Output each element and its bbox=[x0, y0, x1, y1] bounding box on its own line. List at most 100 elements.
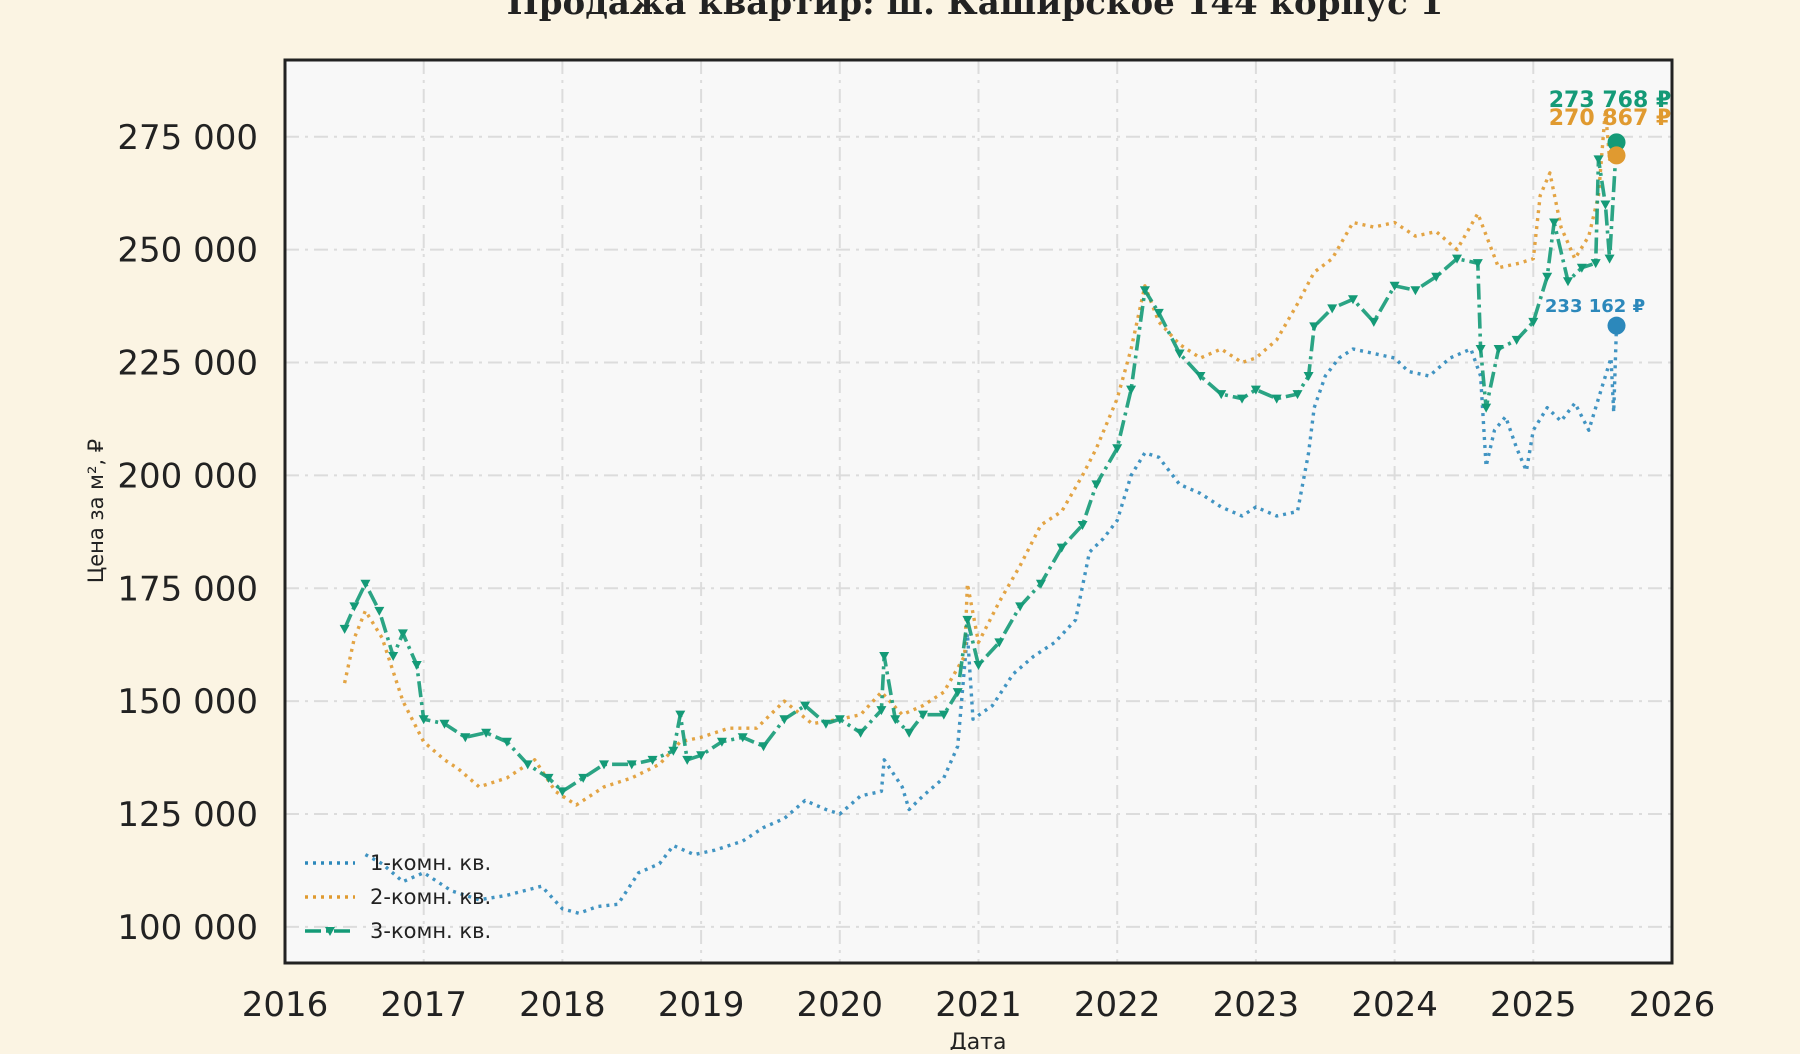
x-tick-label: 2019 bbox=[658, 985, 745, 1025]
series-marker bbox=[1015, 602, 1026, 612]
series-end-point bbox=[1607, 316, 1626, 335]
series-marker bbox=[800, 701, 811, 711]
series-marker bbox=[876, 706, 887, 716]
series-marker bbox=[1174, 349, 1185, 359]
series-marker bbox=[1195, 372, 1206, 382]
legend-label: 3-комн. кв. bbox=[370, 919, 491, 943]
y-tick-label: 200 000 bbox=[117, 456, 258, 496]
series-marker bbox=[1389, 281, 1400, 291]
x-tick-label: 2023 bbox=[1213, 985, 1300, 1025]
series-marker bbox=[1410, 286, 1421, 296]
series-marker bbox=[411, 661, 422, 671]
chart-title: Продажа квартир: ш. Каширское 144 корпус… bbox=[507, 0, 1444, 23]
series-marker bbox=[682, 755, 693, 765]
y-axis-label: Цена за м², ₽ bbox=[84, 439, 108, 583]
end-value-label: 273 768 ₽ bbox=[1549, 88, 1671, 113]
x-tick-label: 2018 bbox=[519, 985, 606, 1025]
series-marker bbox=[388, 651, 399, 661]
series-marker bbox=[578, 773, 589, 783]
series-marker bbox=[973, 661, 984, 671]
series-marker bbox=[1542, 272, 1553, 282]
series-marker bbox=[543, 773, 554, 783]
series-marker bbox=[374, 606, 385, 616]
series-marker bbox=[349, 602, 360, 612]
series-marker bbox=[1153, 308, 1164, 318]
series-marker bbox=[501, 737, 512, 747]
series-marker bbox=[696, 751, 707, 761]
series-marker bbox=[1593, 155, 1604, 165]
series-marker bbox=[1091, 480, 1102, 490]
series-marker bbox=[737, 733, 748, 743]
series-marker bbox=[1327, 304, 1338, 314]
y-tick-label: 225 000 bbox=[117, 344, 258, 384]
series-marker bbox=[1139, 286, 1150, 296]
series-marker bbox=[1511, 335, 1522, 345]
y-tick-label: 150 000 bbox=[117, 682, 258, 722]
series-marker bbox=[339, 624, 350, 634]
y-tick-label: 125 000 bbox=[117, 795, 258, 835]
series-marker bbox=[1347, 295, 1358, 305]
series-marker bbox=[1431, 272, 1442, 282]
y-tick-label: 100 000 bbox=[117, 908, 258, 948]
series-marker bbox=[647, 755, 658, 765]
series-marker bbox=[418, 715, 429, 725]
y-tick-label: 175 000 bbox=[117, 569, 258, 609]
series-marker bbox=[1216, 390, 1227, 400]
series-marker bbox=[397, 629, 408, 639]
series-marker bbox=[1303, 372, 1314, 382]
series-marker bbox=[1077, 521, 1088, 531]
series-marker bbox=[820, 719, 831, 729]
x-axis-label: Дата bbox=[950, 1030, 1007, 1050]
series-marker bbox=[962, 615, 973, 625]
series-marker bbox=[1292, 390, 1303, 400]
series-marker bbox=[1481, 403, 1492, 413]
series-marker bbox=[758, 742, 769, 752]
series-marker bbox=[1528, 317, 1539, 327]
x-tick-label: 2022 bbox=[1074, 985, 1161, 1025]
series-marker bbox=[879, 651, 890, 661]
series-line bbox=[342, 142, 1619, 794]
series-marker bbox=[904, 728, 915, 738]
x-tick-label: 2016 bbox=[242, 985, 329, 1025]
series-marker bbox=[1452, 254, 1463, 264]
x-tick-label: 2024 bbox=[1351, 985, 1438, 1025]
series-marker bbox=[994, 638, 1005, 648]
series-marker bbox=[716, 737, 727, 747]
x-tick-label: 2026 bbox=[1629, 985, 1716, 1025]
series-marker bbox=[918, 710, 929, 720]
series-marker bbox=[675, 710, 686, 720]
series-marker bbox=[1368, 317, 1379, 327]
series-marker bbox=[668, 746, 679, 756]
series-marker bbox=[1250, 385, 1261, 395]
series-marker bbox=[557, 787, 568, 797]
chart-legend: 1-комн. кв. 2-комн. кв. 3-комн. кв. bbox=[305, 851, 491, 943]
x-tick-label: 2021 bbox=[935, 985, 1022, 1025]
legend-label: 2-комн. кв. bbox=[370, 885, 491, 909]
legend-marker bbox=[325, 927, 335, 936]
series-marker bbox=[522, 760, 533, 770]
series-marker bbox=[626, 760, 637, 770]
series-marker bbox=[952, 688, 963, 698]
series-marker bbox=[890, 715, 901, 725]
series-marker bbox=[1056, 543, 1067, 553]
x-tick-label: 2025 bbox=[1490, 985, 1577, 1025]
series-marker bbox=[1035, 579, 1046, 589]
series-line bbox=[342, 107, 1618, 807]
series-marker bbox=[1271, 394, 1282, 404]
series-marker bbox=[1126, 385, 1137, 395]
plot-frame bbox=[283, 58, 1674, 965]
series-marker bbox=[439, 719, 450, 729]
y-tick-label: 250 000 bbox=[117, 231, 258, 271]
end-value-label: 233 162 ₽ bbox=[1545, 296, 1645, 317]
series-marker bbox=[1493, 344, 1504, 354]
x-tick-label: 2017 bbox=[380, 985, 467, 1025]
series-end-point bbox=[1607, 133, 1626, 152]
series-marker bbox=[1112, 444, 1123, 454]
series-marker bbox=[855, 728, 866, 738]
y-tick-label: 275 000 bbox=[117, 118, 258, 158]
series-marker bbox=[1309, 322, 1320, 332]
legend-label: 1-комн. кв. bbox=[370, 851, 491, 875]
series-marker bbox=[834, 715, 845, 725]
